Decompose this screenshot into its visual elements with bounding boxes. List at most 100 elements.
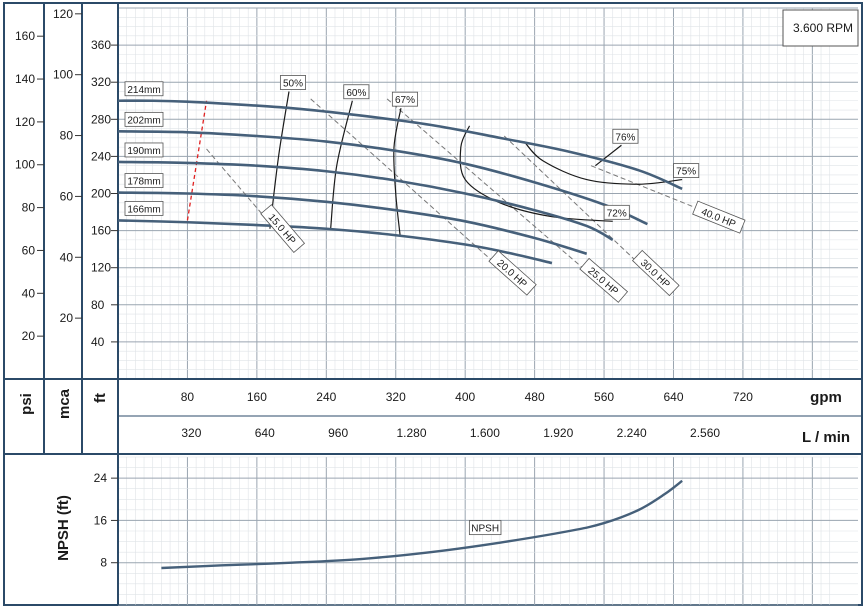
power-line (590, 165, 707, 213)
efficiency-label-box: 60% (343, 84, 370, 100)
lmin-tick-label: 960 (328, 426, 348, 440)
impeller-label-box: 166mm (124, 200, 164, 216)
impeller-curve (118, 160, 614, 242)
efficiency-line (393, 108, 402, 236)
impeller-label: 178mm (127, 177, 160, 188)
ft-tick-label: 240 (91, 149, 111, 163)
impeller-curve (118, 130, 648, 226)
efficiency-line (523, 141, 683, 185)
ft-tick-label: 320 (91, 75, 111, 89)
efficiency-label-frame (391, 91, 418, 107)
ft-tick-label: 200 (91, 187, 111, 201)
mca-tick-label: 120 (53, 7, 73, 21)
gpm-tick-label: 480 (525, 390, 545, 404)
efficiency-line (459, 125, 613, 222)
rpm-box (782, 9, 859, 47)
efficiency-label-frame (612, 128, 639, 144)
efficiency-label-frame (673, 163, 700, 178)
npsh-series-label-box: NPSH (468, 520, 502, 536)
impeller-label-box: 190mm (124, 142, 164, 158)
npsh-required-line (186, 100, 208, 221)
gpm-tick-label: 560 (594, 390, 614, 404)
efficiency-label: 76% (615, 132, 635, 143)
efficiency-label-frame (279, 75, 306, 90)
ft-tick-label: 40 (91, 335, 105, 349)
lmin-tick-label: 1.920 (543, 426, 573, 440)
psi-tick-label: 20 (22, 329, 36, 343)
npsh-series-label-frame (468, 520, 502, 536)
impeller-label-box: 214mm (124, 81, 164, 97)
impeller-label: 190mm (127, 146, 160, 157)
lmin-tick-label: 2.240 (617, 426, 647, 440)
ft-tick-label: 280 (91, 112, 111, 126)
power-line-label-box: 30.0 HP (631, 249, 680, 297)
lmin-tick-label: 2.560 (690, 426, 720, 440)
mca-tick-label: 80 (60, 129, 74, 143)
psi-axis-title: psi (18, 393, 35, 415)
impeller-curve (118, 219, 553, 265)
power-line-label-frame (579, 257, 629, 303)
lmin-tick-label: 640 (255, 426, 275, 440)
npsh-tick-label: 24 (94, 471, 108, 485)
impeller-curve (118, 99, 683, 191)
efficiency-label: 60% (346, 88, 366, 99)
efficiency-label-box: 76% (612, 128, 639, 144)
rpm-label: 3.600 RPM (793, 21, 853, 35)
psi-tick-label: 60 (22, 243, 36, 257)
mca-tick-label: 60 (60, 189, 74, 203)
npsh-tick-label: 8 (100, 556, 107, 570)
gpm-axis-title: gpm (810, 389, 842, 406)
ft-tick-label: 360 (91, 38, 111, 52)
impeller-label: 166mm (127, 204, 160, 215)
head-chart-grid (117, 7, 858, 380)
lmin-tick-label: 1.600 (470, 426, 500, 440)
gpm-tick-label: 160 (247, 390, 267, 404)
gpm-tick-label: 80 (181, 390, 195, 404)
psi-tick-label: 120 (15, 115, 35, 129)
npsh-labels: NPSH (468, 520, 502, 536)
impeller-label-frame (124, 200, 164, 216)
gpm-tick-label: 400 (455, 390, 475, 404)
efficiency-label-box: 75% (673, 163, 700, 178)
efficiency-label-frame (603, 204, 630, 220)
impeller-label-frame (124, 111, 164, 127)
mca-tick-label: 20 (60, 311, 74, 325)
mca-tick-label: 100 (53, 68, 73, 82)
lmin-axis-title: L / min (802, 429, 850, 446)
psi-tick-label: 100 (15, 158, 35, 172)
mca-tick-label: 40 (60, 250, 74, 264)
impeller-curves (118, 99, 683, 265)
power-line (206, 148, 271, 224)
psi-tick-label: 40 (22, 286, 36, 300)
efficiency-label: 72% (607, 208, 627, 219)
efficiency-label-frame (343, 84, 370, 100)
power-line-label-frame (260, 204, 306, 253)
power-line (310, 98, 501, 269)
efficiency-label-box: 72% (603, 204, 630, 220)
efficiency-label: 50% (283, 78, 303, 89)
npsh-curve (161, 479, 683, 570)
npsh-series-label: NPSH (471, 524, 499, 535)
npsh-curve-line (161, 479, 683, 570)
lmin-tick-label: 1.280 (397, 426, 427, 440)
power-line-label-frame (631, 249, 680, 297)
efficiency-line (595, 144, 622, 167)
ft-tick-label: 160 (91, 224, 111, 238)
mca-axis-title: mca (56, 388, 73, 419)
psi-tick-label: 80 (22, 201, 36, 215)
gpm-tick-label: 720 (733, 390, 753, 404)
efficiency-label: 75% (676, 167, 696, 178)
impeller-label: 202mm (127, 115, 160, 126)
impeller-label-frame (124, 142, 164, 158)
npsh-axis-title: NPSH (ft) (55, 495, 72, 561)
npsh-required-line (186, 100, 208, 221)
lmin-tick-label: 320 (181, 426, 201, 440)
ft-tick-label: 120 (91, 261, 111, 275)
power-line (503, 135, 644, 269)
gpm-tick-label: 320 (386, 390, 406, 404)
gpm-tick-label: 640 (663, 390, 683, 404)
power-line-label-box: 40.0 HP (692, 200, 746, 234)
efficiency-label-box: 50% (279, 75, 306, 90)
